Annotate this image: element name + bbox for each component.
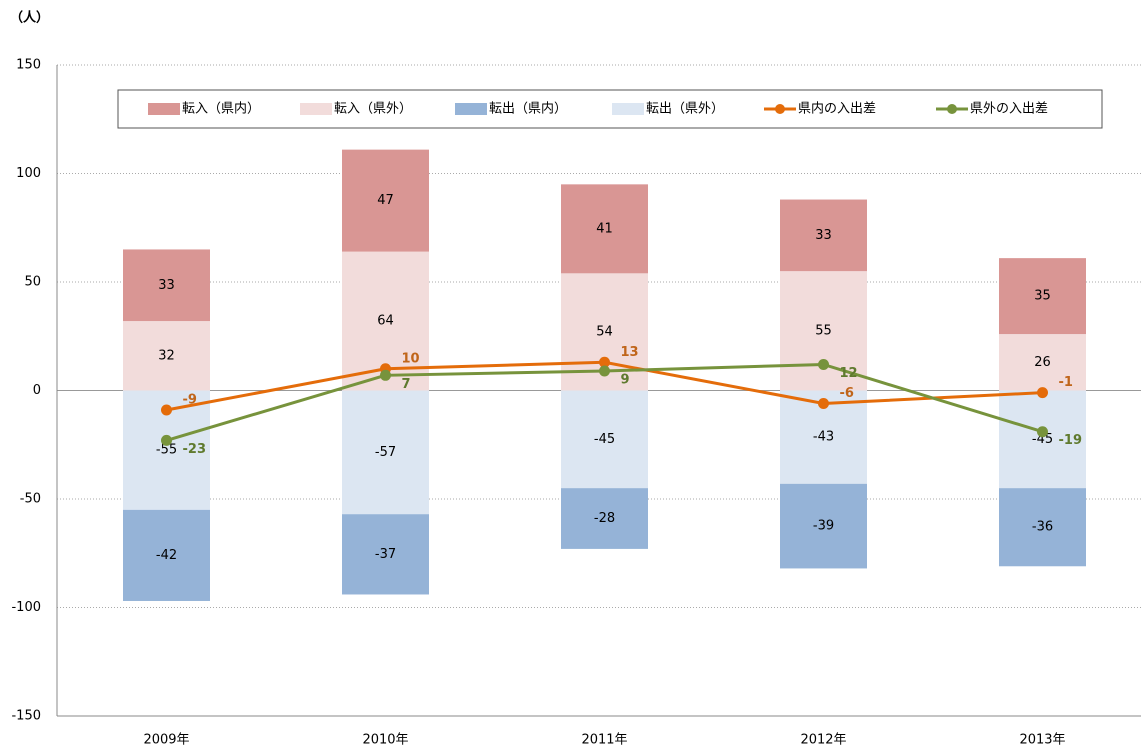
y-tick-label: -50 (20, 492, 41, 507)
value-label: -36 (1032, 520, 1053, 535)
value-label: -37 (375, 547, 396, 562)
value-label: -39 (813, 519, 834, 534)
value-label: -55 (156, 443, 177, 458)
line-value-label: -23 (183, 442, 207, 457)
legend-swatch (455, 103, 487, 115)
line-point (599, 365, 610, 377)
bar-segment (999, 390, 1086, 489)
value-label: -43 (813, 430, 834, 445)
line-value-label: 10 (402, 351, 420, 366)
bar-segment (999, 258, 1086, 335)
y-tick-label: 0 (33, 383, 41, 398)
bar-segment (123, 321, 210, 391)
bar-segment (780, 199, 867, 272)
value-label: 41 (596, 221, 613, 236)
line-point (818, 398, 829, 410)
line-point (380, 369, 391, 381)
value-label: 64 (377, 314, 394, 329)
value-label: -42 (156, 548, 177, 563)
line-point (599, 356, 610, 368)
y-tick-label: 100 (16, 166, 41, 181)
bar-segment (561, 488, 648, 549)
y-tick-label: 150 (16, 58, 41, 73)
value-label: 47 (377, 193, 394, 208)
y-tick-label: -150 (11, 709, 41, 724)
y-tick-label: 50 (24, 275, 41, 290)
value-label: 55 (815, 323, 832, 338)
x-tick-label: 2011年 (581, 733, 627, 748)
value-label: 33 (815, 228, 832, 243)
legend-label: 県内の入出差 (798, 101, 876, 117)
value-label: 32 (158, 348, 175, 363)
line-value-label: -19 (1059, 433, 1083, 448)
line-point (161, 434, 172, 446)
value-label: 54 (596, 324, 613, 339)
x-tick-label: 2010年 (362, 733, 408, 748)
value-label: -45 (594, 432, 615, 447)
line-point (1037, 426, 1048, 438)
x-tick-label: 2013年 (1019, 733, 1065, 748)
line-value-label: -1 (1059, 375, 1073, 390)
bar-segment (342, 390, 429, 515)
legend-swatch (300, 103, 332, 115)
bar-segment (780, 271, 867, 391)
legend-swatch (148, 103, 180, 115)
legend-swatch (775, 104, 785, 114)
line-point (818, 358, 829, 370)
line-point (1037, 387, 1048, 399)
bar-segment (999, 488, 1086, 567)
line-value-label: 7 (402, 377, 411, 392)
bar-segment (123, 509, 210, 601)
bar-segment (561, 184, 648, 274)
bar-segment (780, 483, 867, 569)
bar-segment (561, 390, 648, 489)
legend-label: 転入（県外） (334, 102, 412, 117)
x-tick-label: 2009年 (143, 733, 189, 748)
legend-label: 転入（県内） (182, 101, 260, 117)
bar-segment (342, 149, 429, 252)
x-tick-label: 2012年 (800, 733, 846, 748)
line-value-label: 13 (621, 345, 639, 360)
y-axis-label: （人） (10, 10, 49, 26)
value-label: -45 (1032, 432, 1053, 447)
y-tick-label: -100 (11, 600, 41, 615)
line-value-label: -9 (183, 393, 197, 408)
bar-segment (123, 249, 210, 322)
bar-segment (342, 514, 429, 595)
line-value-label: 9 (621, 372, 630, 387)
line-value-label: 12 (840, 366, 858, 381)
value-label: 26 (1034, 355, 1051, 370)
value-label: -28 (594, 511, 615, 526)
line-point (161, 404, 172, 416)
legend-swatch (612, 103, 644, 115)
value-label: 33 (158, 278, 175, 293)
legend-label: 県外の入出差 (970, 102, 1048, 117)
value-label: -57 (375, 445, 396, 460)
legend-label: 転出（県外） (646, 102, 724, 117)
value-label: 35 (1034, 289, 1051, 304)
legend-swatch (947, 104, 957, 114)
legend-label: 転出（県内） (489, 101, 567, 117)
line-value-label: -6 (840, 386, 854, 401)
bar-segment (999, 334, 1086, 391)
